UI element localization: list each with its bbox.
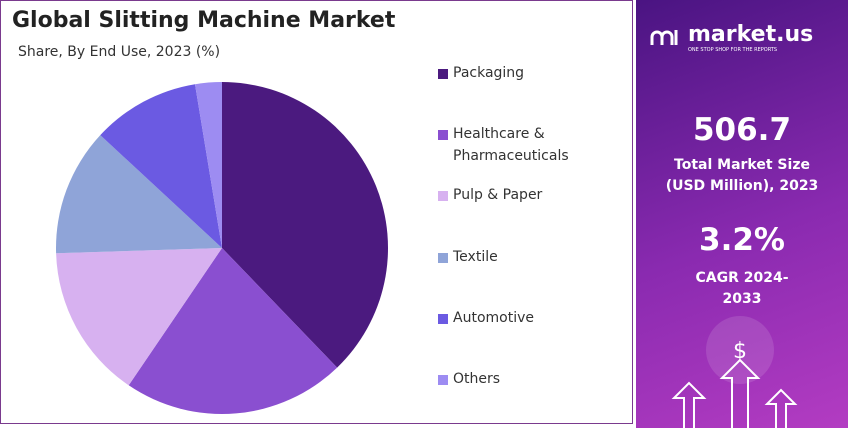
info-panel: $ market.us ONE STOP SHOP FOR THE REPORT… — [636, 0, 848, 428]
cagr: 3.2% — [699, 222, 785, 258]
pie-slice — [100, 84, 222, 248]
legend-swatch — [438, 191, 448, 201]
pie-chart — [56, 82, 388, 414]
pie-slice — [56, 135, 222, 254]
pie-slice — [128, 248, 338, 414]
legend-swatch — [438, 314, 448, 324]
brand: market.us — [688, 22, 814, 47]
chart-subtitle: Share, By End Use, 2023 (%) — [18, 44, 221, 60]
legend-swatch — [438, 375, 448, 385]
legend-swatch — [438, 253, 448, 263]
legend-label: Others — [453, 371, 501, 387]
legend-label: Packaging — [453, 65, 525, 81]
arrows — [671, 358, 798, 428]
legend-swatch — [438, 69, 448, 79]
pie-slice — [56, 248, 222, 386]
dollar-icon: $ — [733, 339, 747, 364]
chart-title: Global Slitting Machine Market — [12, 8, 396, 33]
legend-label: Pulp & Paper — [453, 187, 543, 203]
tagline: ONE STOP SHOP FOR THE REPORTS — [688, 47, 778, 53]
market-size-label: Total Market Size (USD Million), 2023 — [665, 157, 819, 194]
cagr-label: CAGR 2024-2033 — [695, 270, 789, 307]
legend-label: Textile — [453, 249, 498, 265]
chart-area — [0, 0, 633, 424]
decor-circle — [706, 316, 774, 384]
market-size: 506.7 — [692, 112, 792, 148]
legend-swatch — [438, 130, 448, 140]
pie-slice — [222, 82, 388, 368]
legend-label: Healthcare & Pharmaceuticals — [453, 126, 569, 164]
panel-decoration: $ — [650, 30, 798, 428]
legend-label: Automotive — [453, 310, 534, 326]
pie-slice — [195, 82, 222, 248]
logo-icon — [650, 30, 678, 45]
